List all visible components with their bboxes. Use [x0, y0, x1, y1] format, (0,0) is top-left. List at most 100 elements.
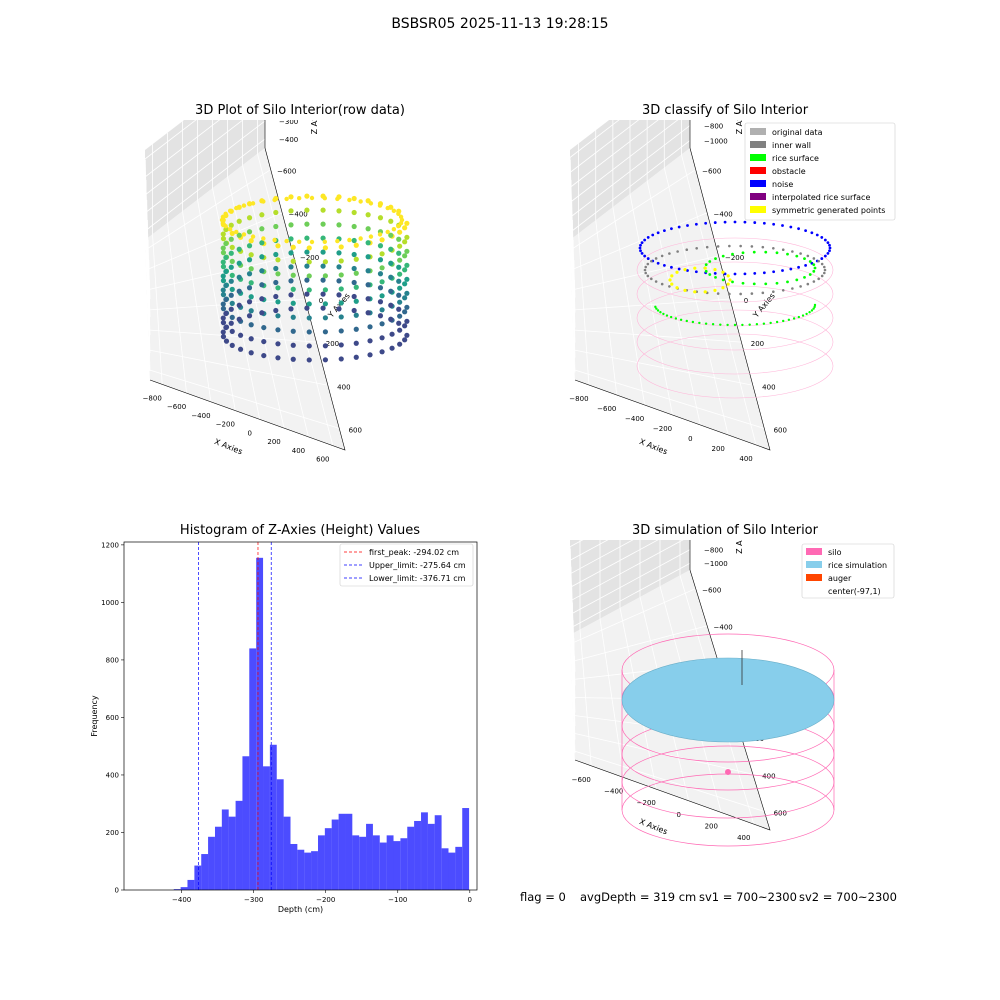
- status-avg-depth: avgDepth = 319 cm: [580, 890, 697, 904]
- x-tick-label: 600: [316, 456, 329, 464]
- data-point: [397, 327, 403, 333]
- rice-surface-point: [711, 323, 715, 326]
- data-point: [261, 199, 266, 204]
- data-point: [236, 288, 242, 294]
- histogram-bar: [359, 836, 367, 890]
- data-point: [228, 278, 234, 284]
- data-point: [304, 221, 310, 227]
- data-point: [275, 299, 281, 305]
- noise-point: [828, 249, 831, 253]
- data-point: [261, 324, 267, 331]
- data-point: [246, 201, 253, 207]
- data-point: [322, 287, 329, 293]
- data-point: [304, 291, 310, 297]
- x-tick-label: 0: [688, 435, 692, 443]
- data-point: [290, 356, 296, 362]
- rice-surface-point: [810, 309, 814, 312]
- rice-surface-point: [685, 319, 688, 323]
- data-point: [396, 292, 402, 298]
- data-point: [389, 345, 395, 351]
- histogram-bar: [462, 808, 470, 890]
- floor-pane: [570, 148, 770, 450]
- data-point: [306, 259, 312, 265]
- histogram-bar: [414, 820, 421, 890]
- inner-wall-point: [716, 245, 720, 248]
- data-point: [322, 196, 328, 201]
- data-point: [261, 338, 267, 345]
- data-point: [338, 356, 344, 362]
- data-point: [391, 208, 397, 214]
- x-tick-label: −200: [316, 896, 335, 904]
- data-point: [229, 342, 235, 348]
- y-tick-label: 400: [106, 771, 119, 779]
- noise-point: [638, 246, 642, 250]
- rice-surface-point: [812, 263, 816, 267]
- rice-surface-point: [704, 269, 708, 273]
- noise-point: [640, 241, 644, 244]
- center-mark: [725, 769, 731, 775]
- panel4-3d-plot: −600−400−20002004006004002000−200−400−60…: [569, 540, 895, 847]
- data-point: [275, 285, 281, 291]
- rice-surface-point: [782, 319, 785, 323]
- x-axis-label: X Axies: [213, 437, 244, 456]
- data-point: [288, 306, 294, 312]
- x-tick-label: 400: [739, 455, 752, 463]
- data-point: [306, 245, 312, 251]
- status-flag: flag = 0: [520, 890, 566, 904]
- data-point: [241, 232, 247, 237]
- inner-wall-point: [644, 271, 648, 275]
- z-axis-label: Z Axies (Depth): [310, 120, 319, 134]
- histogram-bar: [228, 816, 236, 890]
- data-point: [296, 239, 302, 244]
- rice-surface-point: [662, 312, 665, 316]
- noise-point: [826, 241, 830, 244]
- data-point: [320, 207, 326, 213]
- rice-surface: [621, 657, 835, 743]
- data-point: [304, 193, 310, 199]
- legend-swatch: [750, 180, 766, 187]
- data-point: [236, 246, 242, 252]
- histogram-bar: [208, 836, 215, 890]
- data-point: [322, 245, 329, 251]
- data-point: [236, 302, 242, 308]
- data-point: [306, 329, 312, 335]
- symmetric-point: [721, 270, 725, 274]
- data-point: [304, 305, 310, 311]
- simulation: [621, 633, 835, 847]
- inner-wall-point: [654, 257, 658, 260]
- noise-point: [639, 249, 642, 253]
- noise-point: [670, 227, 673, 231]
- x-tick-label: −200: [653, 425, 672, 433]
- symmetric-point: [683, 288, 687, 292]
- data-point: [246, 285, 253, 291]
- data-point: [223, 223, 228, 229]
- rice-surface-point: [741, 251, 745, 255]
- noise-point: [694, 270, 698, 274]
- data-point: [320, 263, 326, 269]
- data-point: [223, 268, 229, 275]
- data-point: [388, 218, 394, 224]
- panel3-title: Histogram of Z-Axies (Height) Values: [179, 523, 421, 538]
- inner-wall-point: [650, 259, 653, 263]
- data-point: [284, 196, 289, 202]
- data-point: [220, 273, 226, 279]
- inner-wall-point: [650, 277, 653, 281]
- legend-swatch: [750, 193, 766, 200]
- histogram-bar: [338, 813, 346, 890]
- data-point: [236, 232, 242, 238]
- symmetric-point: [683, 268, 687, 272]
- data-point: [389, 331, 395, 337]
- histogram-bar: [331, 819, 339, 890]
- data-point: [358, 199, 363, 204]
- rice-surface-point: [797, 315, 801, 319]
- data-point: [404, 276, 410, 282]
- noise-point: [820, 257, 824, 260]
- legend-swatch: [750, 141, 766, 148]
- histogram-bar: [194, 865, 202, 890]
- data-point: [365, 212, 371, 218]
- rice-surface-point: [708, 273, 712, 276]
- data-point: [234, 229, 239, 235]
- rice-surface-point: [762, 322, 766, 325]
- data-point: [236, 260, 242, 266]
- inner-wall-point: [820, 262, 824, 266]
